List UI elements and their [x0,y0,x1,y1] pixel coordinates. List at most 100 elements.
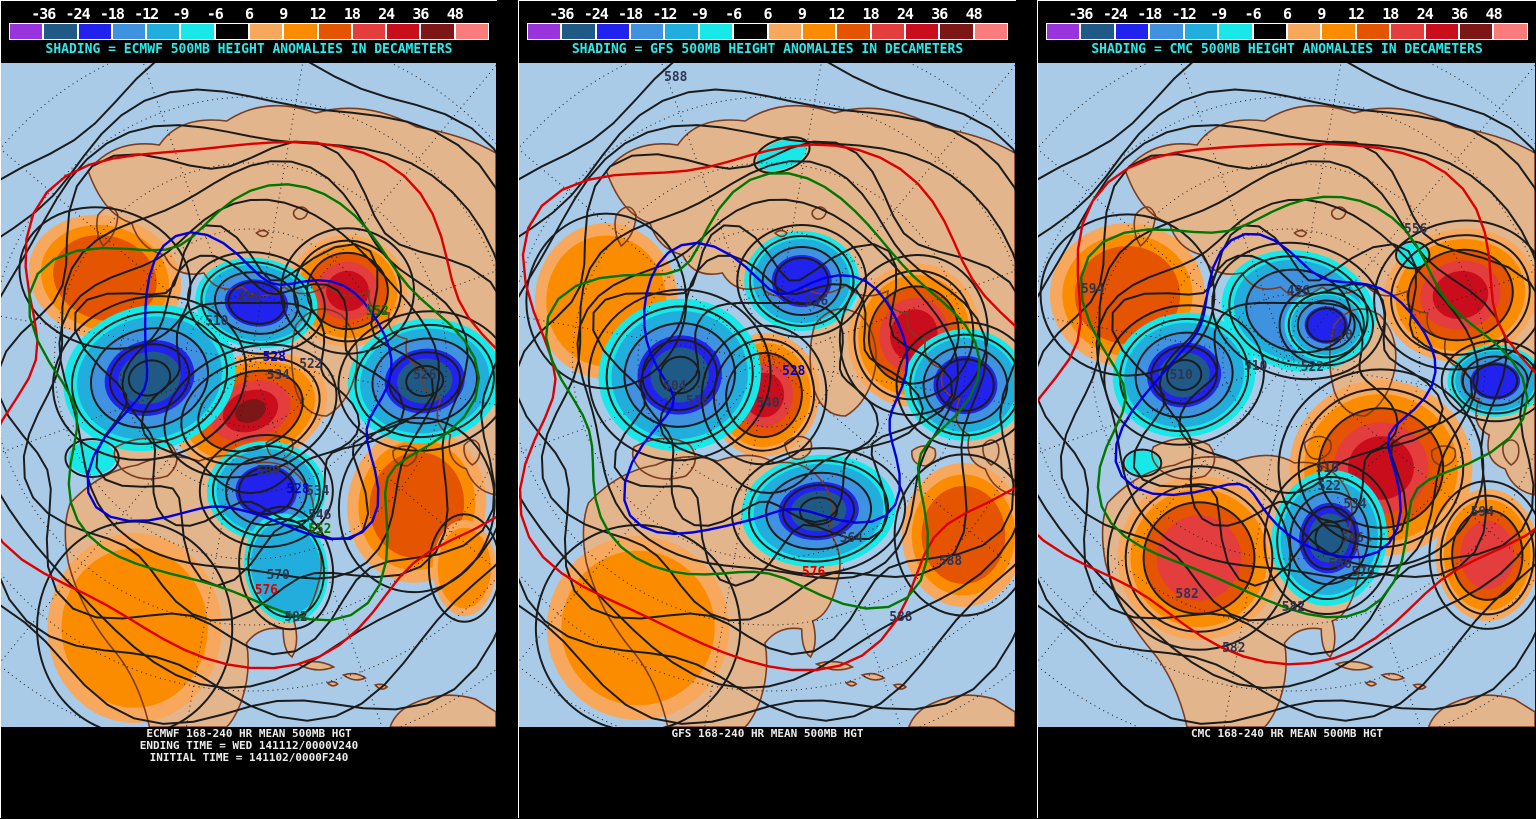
colorbar-segment [1425,24,1461,39]
colorbar-tick: 48 [1485,5,1503,23]
map-cmc: 5945564965105105105225105225345465565705… [1038,63,1535,727]
colorbar-segment [78,24,113,39]
contour-label: 594 [1081,282,1105,297]
contour-label: 528 [263,350,286,365]
shading-label: SHADING = CMC 500MB HEIGHT ANOMALIES IN … [1091,42,1483,57]
coastline [631,437,696,480]
colorbar-segment [44,24,79,39]
height-contour [639,254,924,527]
contour-ring [534,524,742,727]
coastline [1293,229,1308,238]
coastline [1364,680,1378,687]
coastline [582,454,841,727]
contour-label: 528 [782,364,805,379]
contour-ring [1451,347,1535,415]
shading-label: SHADING = GFS 500MB HEIGHT ANOMALIES IN … [571,42,964,57]
contour-label: 582 [1175,587,1198,602]
colorbar-tick: -18 [99,5,125,23]
contour-ring [1373,219,1535,371]
colorbar-segment [387,24,422,39]
contour-ring [1472,363,1519,399]
contour-label: 522 [1301,360,1324,375]
contour-ring [1461,355,1529,407]
height-contour [1111,224,1473,587]
colorbar-segment [1460,24,1495,39]
green-highlight-contour [544,172,981,610]
colorbar-tick: 24 [378,5,395,23]
coastline [911,445,937,467]
colorbar-segment [1047,24,1082,39]
land-shape [390,695,496,727]
contour-label: 510 [1169,368,1193,383]
colorbar-tick: 12 [1347,5,1365,23]
colorbar-tick: 18 [1382,5,1399,23]
contour-label: 510 [1244,359,1268,374]
contour-ring [293,239,402,343]
colorbar-segment [1287,24,1323,39]
contour-ring [1134,331,1234,419]
contour-label: 500 [257,464,280,479]
contour-label: 582 [1282,600,1305,615]
colorbar-segment [318,24,353,39]
colorbar-segment [974,24,1008,39]
longitude-line [250,360,383,727]
contour-ring [774,257,830,305]
colorbar-segment [10,24,45,39]
colorbar-tick: 9 [797,5,807,23]
height-contour [1,63,496,725]
height-contour [1178,301,1399,495]
contour-ring [909,333,1015,437]
colorbar-tick: 36 [931,5,948,23]
colorbar-tick: -12 [652,5,677,23]
high-anomaly-blob [235,399,266,423]
coastline [389,694,496,727]
colorbar-tick: -36 [1068,5,1093,23]
colorbar-tick: -12 [1171,5,1197,23]
contour-ring [18,206,192,350]
colorbar-segment [1150,24,1185,39]
height-contour [1158,254,1444,527]
contour-ring [1039,213,1216,377]
coastline [463,439,481,466]
contour-ring [1407,248,1514,342]
high-anomaly-blob [437,527,491,609]
colorbar-tick: -36 [549,5,574,23]
coastline [908,694,1015,727]
colorbar-tick: 9 [1317,5,1326,23]
caption-line: ENDING TIME = WED 141112/0000V240 [139,739,359,752]
contour-label: 528 [286,482,309,497]
height-contour [658,301,880,495]
contour-ring [725,351,803,439]
colorbar-segment [352,24,388,39]
map-caption: GFS 168-240 HR MEAN 500MB HGT [519,728,1016,740]
colorbar-tick: -9 [172,5,189,23]
land-shape [1428,695,1535,727]
colorbar-tick: -24 [1102,5,1128,23]
contour-ring [1150,345,1218,405]
contour-ring [371,337,478,425]
colorbar-tick: -12 [134,5,159,23]
contour-ring [1287,291,1365,359]
contour-label: 576 [802,565,825,580]
coastline [892,683,908,690]
contour-label: 526 [413,368,436,383]
contour-ring [731,447,907,575]
height-contour [519,63,1015,725]
contour-ring [838,254,989,416]
contour-label-layer: 5945564965105105105225105225345465565705… [1081,222,1494,656]
contour-ring [127,359,172,397]
contour-ring [922,345,1009,425]
colorbar-tick: 24 [896,5,914,23]
colorbar-segment [768,24,803,39]
colorbar-segment [249,24,285,39]
coastline [1380,672,1406,681]
contour-ring [337,310,496,452]
contour-label: 534 [306,484,329,499]
colorbar-segment [455,24,488,39]
contour-label: 546 [308,508,331,523]
height-contour [22,160,469,622]
longitude-line [768,360,902,727]
contour-label: 540 [756,396,779,411]
colorbar-segment [1081,24,1116,39]
